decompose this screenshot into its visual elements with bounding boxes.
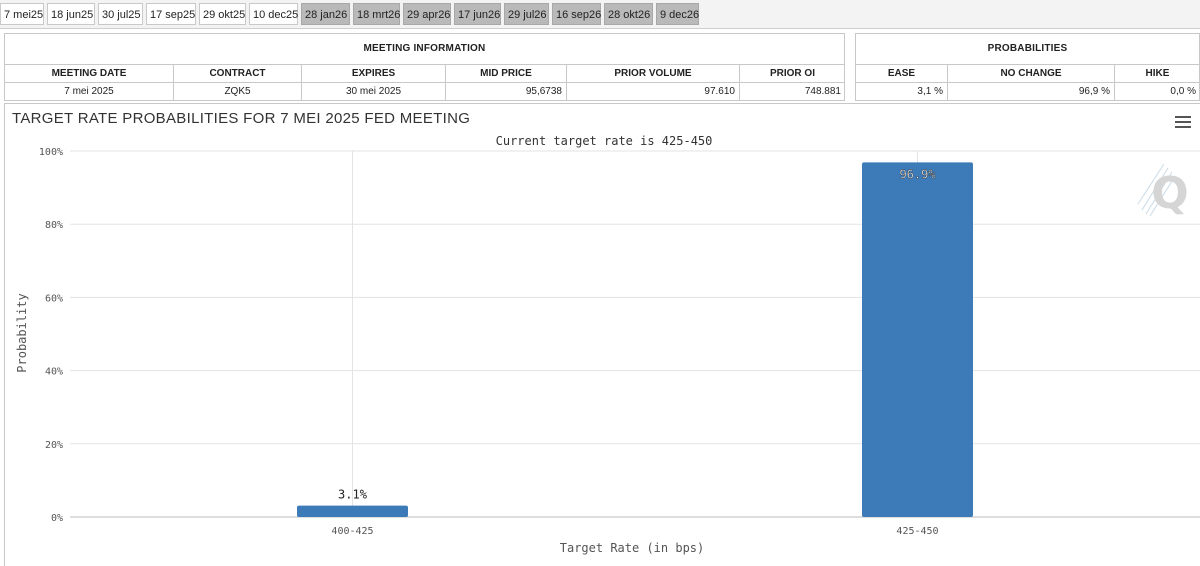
- ease-value: 3,1 %: [917, 86, 943, 97]
- meeting-date-value: 7 mei 2025: [64, 86, 114, 97]
- probabilities-title: PROBABILITIES: [987, 43, 1068, 54]
- probabilities-value-row: 3,1 % 96,9 % 0,0 %: [856, 82, 1199, 101]
- tab-28-jan26[interactable]: 28 jan26: [301, 3, 350, 25]
- tab-30-jul25[interactable]: 30 jul25: [98, 3, 143, 25]
- tab-29-apr26[interactable]: 29 apr26: [403, 3, 451, 25]
- tab-9-dec26[interactable]: 9 dec26: [656, 3, 699, 25]
- chart-subtitle: Current target rate is 425-450: [495, 134, 713, 148]
- meeting-date-tabs: 7 mei25 18 jun25 30 jul25 17 sep25 29 ok…: [0, 0, 1200, 29]
- prior-volume-value: 97.610: [566, 83, 739, 101]
- no-change-value: 96,9 %: [947, 83, 1114, 101]
- meeting-information-panel: MEETING INFORMATION MEETING DATE CONTRAC…: [4, 33, 845, 101]
- probabilities-panel: PROBABILITIES EASE NO CHANGE HIKE 3,1 % …: [855, 33, 1200, 101]
- prior-oi-header: PRIOR OI: [739, 65, 845, 83]
- tab-17-jun26[interactable]: 17 jun26: [454, 3, 501, 25]
- svg-text:Q: Q: [1151, 168, 1188, 219]
- meeting-header-row: MEETING DATE CONTRACT EXPIRES MID PRICE …: [5, 64, 844, 83]
- tab-18-mrt26[interactable]: 18 mrt26: [353, 3, 400, 25]
- ease-header: EASE: [887, 68, 916, 79]
- watermark-logo-icon: Q: [1137, 163, 1189, 219]
- contract-value: ZQK5: [173, 83, 301, 101]
- tab-16-sep26[interactable]: 16 sep26: [552, 3, 601, 25]
- prior-volume-header: PRIOR VOLUME: [566, 65, 739, 83]
- expires-value: 30 mei 2025: [301, 83, 445, 101]
- expires-header: EXPIRES: [301, 65, 445, 83]
- hamburger-menu-icon[interactable]: [1175, 116, 1191, 130]
- tab-17-sep25[interactable]: 17 sep25: [146, 3, 196, 25]
- contract-header: CONTRACT: [173, 65, 301, 83]
- tab-7-mei25[interactable]: 7 mei25: [0, 3, 44, 25]
- mid-price-header: MID PRICE: [445, 65, 566, 83]
- tab-29-okt25[interactable]: 29 okt25: [199, 3, 246, 25]
- meeting-information-title: MEETING INFORMATION: [363, 43, 486, 54]
- tab-28-okt26[interactable]: 28 okt26: [604, 3, 653, 25]
- mid-price-value: 95,6738: [445, 83, 566, 101]
- hike-value: 0,0 %: [1114, 83, 1200, 101]
- prior-oi-value: 748.881: [739, 83, 845, 101]
- hike-header: HIKE: [1114, 65, 1200, 83]
- probabilities-header-row: EASE NO CHANGE HIKE: [856, 64, 1199, 83]
- chart-container: [4, 103, 1200, 566]
- tab-10-dec25[interactable]: 10 dec25: [249, 3, 298, 25]
- no-change-header: NO CHANGE: [947, 65, 1114, 83]
- chart-title: TARGET RATE PROBABILITIES FOR 7 MEI 2025…: [12, 110, 471, 127]
- meeting-value-row: 7 mei 2025 ZQK5 30 mei 2025 95,6738 97.6…: [5, 82, 844, 101]
- meeting-date-header: MEETING DATE: [51, 68, 127, 79]
- tab-18-jun25[interactable]: 18 jun25: [47, 3, 95, 25]
- tab-29-jul26[interactable]: 29 jul26: [504, 3, 549, 25]
